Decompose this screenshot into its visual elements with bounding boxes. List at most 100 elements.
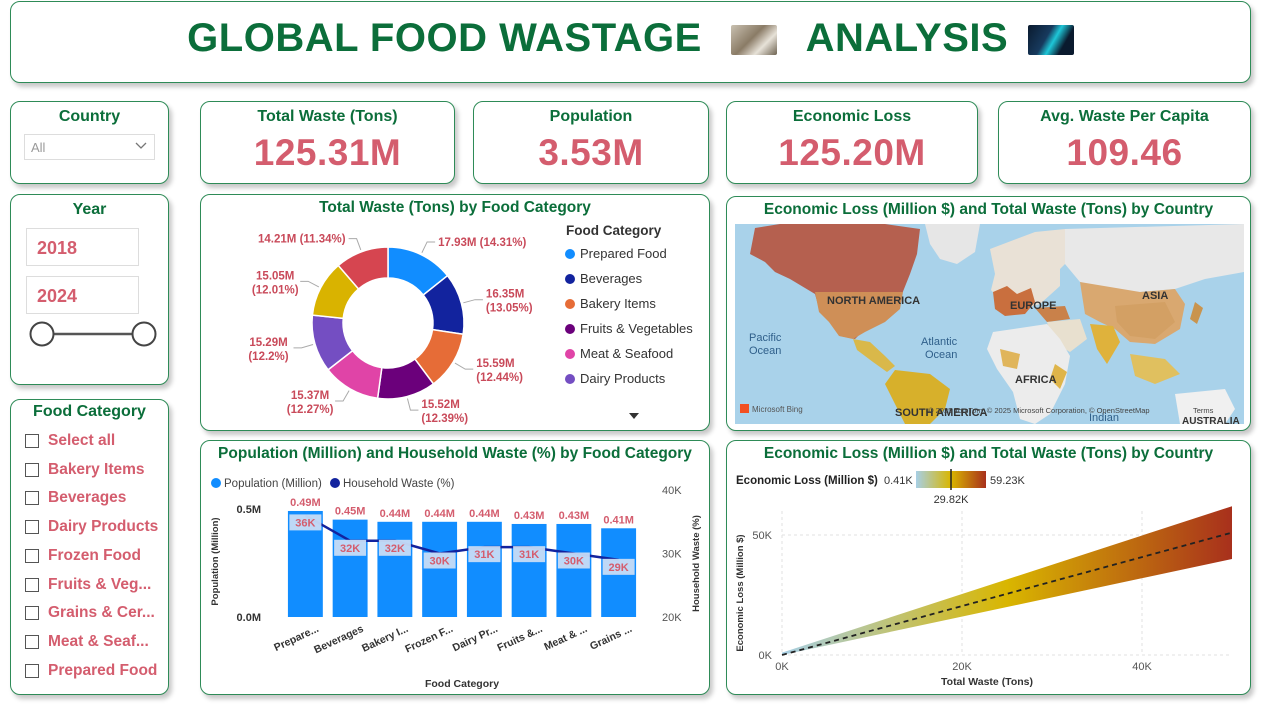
- world-map[interactable]: NORTH AMERICA EUROPE ASIA AFRICA SOUTH A…: [735, 224, 1244, 424]
- donut-chart-card: Total Waste (Tons) by Food Category 17.9…: [200, 194, 710, 431]
- checkbox[interactable]: [25, 434, 39, 448]
- scatter-card: Economic Loss (Million $) and Total Wast…: [726, 440, 1251, 695]
- left-axis-title: Population (Million): [210, 517, 221, 605]
- donut-data-label-line: (12.39%): [421, 413, 468, 425]
- food-category-option-label: Fruits & Veg...: [48, 575, 152, 593]
- food-category-slicer: Food Category Select all Bakery Items Beve…: [10, 399, 169, 695]
- scatter-legend-min: 0.41K: [884, 475, 913, 487]
- country-dropdown[interactable]: All: [24, 134, 155, 160]
- scatter-trend-line: [781, 531, 1233, 656]
- country-slicer: Country All: [10, 101, 169, 184]
- food-category-option[interactable]: Select all: [25, 429, 115, 453]
- scatter-x-tick: 20K: [952, 661, 972, 673]
- food-category-option[interactable]: Dairy Products: [25, 515, 158, 539]
- checkbox[interactable]: [25, 520, 39, 535]
- scatter-y-title: Economic Loss (Million $): [735, 534, 746, 651]
- checkbox[interactable]: [25, 577, 39, 592]
- donut-data-label-line: 15.59M: [476, 358, 514, 370]
- map-region-africa: [987, 324, 1070, 424]
- donut-slice[interactable]: [337, 246, 389, 291]
- line-data-label: 32K: [340, 543, 360, 555]
- scatter-point-cloud[interactable]: [782, 506, 1232, 655]
- map-region-greenland: [925, 224, 980, 264]
- donut-legend-item[interactable]: Dairy Products: [565, 371, 665, 386]
- population-bar[interactable]: [556, 523, 592, 617]
- map-region-east-africa: [1050, 364, 1067, 389]
- food-category-option[interactable]: Meat & Seaf...: [25, 630, 149, 654]
- year-slider-end-handle[interactable]: [131, 321, 157, 347]
- food-category-option[interactable]: Grains & Cer...: [25, 601, 155, 625]
- line-data-label: 31K: [474, 549, 494, 561]
- donut-legend-item[interactable]: Meat & Seafood: [565, 346, 673, 361]
- donut-leader-line: [300, 280, 320, 288]
- scatter-y-tick: 0K: [759, 650, 773, 662]
- bar-data-label: 0.41M: [603, 514, 634, 526]
- map-label-north-america: NORTH AMERICA: [827, 295, 920, 307]
- scatter-legend-title: Economic Loss (Million $): [736, 475, 878, 487]
- legend-scroll-down-icon[interactable]: [628, 408, 640, 426]
- food-category-option[interactable]: Fruits & Veg...: [25, 573, 151, 597]
- bar-data-label: 0.49M: [290, 497, 321, 509]
- kpi-avg-waste-value: 109.46: [1066, 132, 1183, 173]
- donut-legend-item[interactable]: Fruits & Vegetables: [565, 321, 693, 336]
- food-category-option[interactable]: Frozen Food: [25, 544, 141, 568]
- checkbox[interactable]: [25, 634, 39, 649]
- checkbox[interactable]: [25, 663, 39, 678]
- x-axis-tick: Bakery I...: [360, 623, 410, 655]
- map-region-usa: [815, 292, 903, 339]
- checkbox[interactable]: [25, 462, 39, 477]
- scatter-chart: Economic Loss (Million $) 0.41K 59.23K 29.8…: [735, 469, 1233, 688]
- map-label-indian: Indian: [1089, 412, 1119, 424]
- year-slider-start-handle[interactable]: [29, 321, 55, 347]
- legend-dot: [565, 373, 575, 384]
- map-terms-link[interactable]: Terms: [1193, 406, 1214, 415]
- title-part-2: ANALYSIS: [805, 16, 1009, 60]
- map-region-china: [1115, 302, 1175, 339]
- bar-data-label: 0.43M: [514, 510, 545, 522]
- left-axis-tick: 0.0M: [237, 612, 261, 624]
- x-axis-tick: Fruits &...: [495, 623, 544, 654]
- year-start-input[interactable]: 2018: [26, 228, 139, 266]
- kpi-population-value: 3.53M: [538, 132, 644, 173]
- title-part-1: GLOBAL FOOD WASTAGE: [187, 16, 702, 60]
- donut-leader-line: [348, 238, 362, 251]
- donut-legend-item[interactable]: Beverages: [565, 271, 642, 286]
- scatter-legend-max: 59.23K: [990, 475, 1026, 487]
- legend-dot: [565, 273, 575, 284]
- checkbox[interactable]: [25, 606, 39, 621]
- map-label-europe: EUROPE: [1010, 300, 1056, 312]
- combo-chart: Population (Million) Household Waste (%) 0…: [210, 478, 702, 690]
- population-bar[interactable]: [332, 519, 368, 617]
- food-category-option[interactable]: Bakery Items: [25, 458, 145, 482]
- legend-dot: [565, 348, 575, 359]
- donut-data-label-line: (12.2%): [248, 351, 288, 363]
- line-label-background: [602, 558, 635, 575]
- donut-data-label: 15.05M (12.01%): [252, 270, 299, 296]
- kpi-avg-waste-per-capita: Avg. Waste Per Capita 109.46: [998, 101, 1251, 184]
- combo-chart-title: Population (Million) and Household Waste…: [218, 445, 692, 462]
- year-range-slider[interactable]: [26, 320, 161, 350]
- donut-data-label-line: 15.52M: [421, 399, 459, 411]
- map-region-west-africa: [1000, 349, 1020, 369]
- population-bar[interactable]: [422, 521, 458, 617]
- food-category-option[interactable]: Prepared Food: [25, 659, 157, 683]
- line-label-background: [468, 546, 501, 563]
- checkbox[interactable]: [25, 491, 39, 506]
- population-bar[interactable]: [466, 521, 502, 617]
- donut-leader-line: [335, 390, 350, 402]
- food-category-option-label: Grains & Cer...: [48, 604, 155, 622]
- country-slicer-title: Country: [58, 108, 121, 125]
- donut-legend-item[interactable]: Prepared Food: [565, 246, 667, 261]
- right-axis-tick: 30K: [662, 549, 682, 561]
- population-bar[interactable]: [377, 521, 413, 617]
- donut-leader-line: [293, 344, 314, 349]
- legend-dot: [330, 478, 340, 488]
- donut-legend-item[interactable]: Bakery Items: [565, 296, 656, 311]
- food-category-option[interactable]: Beverages: [25, 486, 126, 510]
- population-bar[interactable]: [511, 523, 547, 617]
- donut-chart-title: Total Waste (Tons) by Food Category: [319, 199, 591, 216]
- checkbox[interactable]: [25, 548, 39, 563]
- combo-legend-household: Household Waste (%): [343, 478, 455, 490]
- line-data-label: 36K: [295, 517, 315, 529]
- year-end-input[interactable]: 2024: [26, 276, 139, 314]
